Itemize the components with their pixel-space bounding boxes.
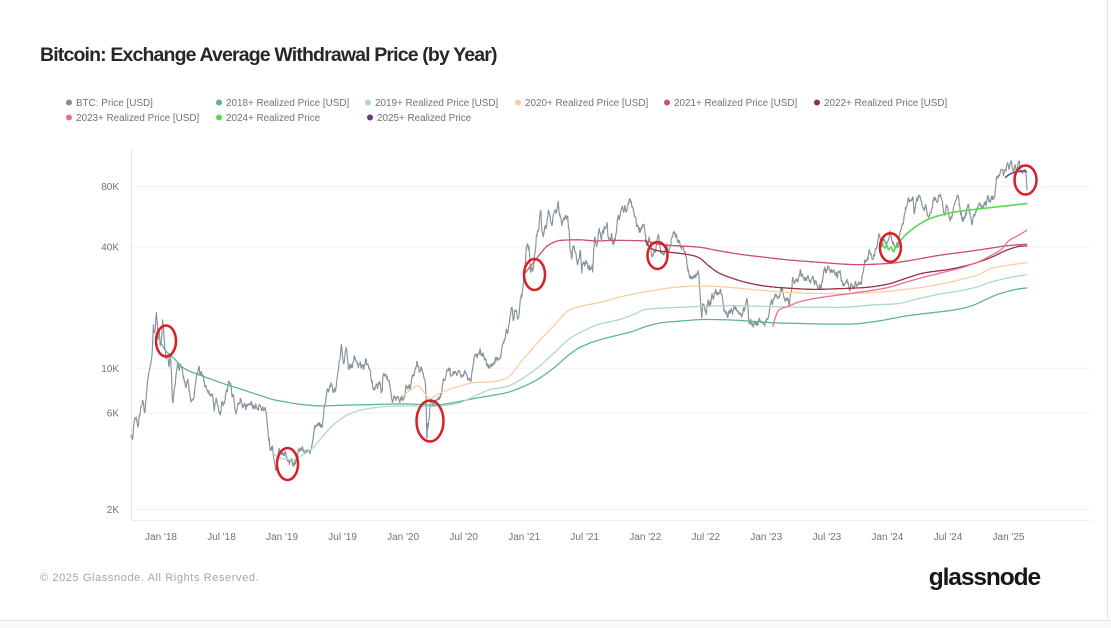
svg-text:Jul '24: Jul '24 <box>934 532 963 543</box>
svg-text:Jul '20: Jul '20 <box>449 532 478 543</box>
svg-text:Jan '20: Jan '20 <box>387 532 419 543</box>
svg-text:40K: 40K <box>101 243 119 254</box>
svg-text:Jul '21: Jul '21 <box>570 532 599 543</box>
svg-text:10K: 10K <box>101 364 119 375</box>
svg-text:Jan '23: Jan '23 <box>750 532 782 543</box>
svg-text:2023+ Realized Price [USD]: 2023+ Realized Price [USD] <box>76 113 199 124</box>
svg-text:2022+ Realized Price [USD]: 2022+ Realized Price [USD] <box>824 98 947 109</box>
svg-text:Jul '18: Jul '18 <box>207 532 236 543</box>
svg-text:Jan '22: Jan '22 <box>629 532 661 543</box>
svg-text:Bitcoin: Exchange Average With: Bitcoin: Exchange Average Withdrawal Pri… <box>40 44 497 66</box>
svg-text:2K: 2K <box>107 505 120 516</box>
svg-text:Jan '19: Jan '19 <box>266 532 298 543</box>
svg-text:2025+ Realized Price: 2025+ Realized Price <box>377 113 472 124</box>
svg-text:2020+ Realized Price [USD]: 2020+ Realized Price [USD] <box>525 98 648 109</box>
svg-text:BTC: Price [USD]: BTC: Price [USD] <box>76 98 153 109</box>
svg-text:Jul '23: Jul '23 <box>813 532 842 543</box>
svg-text:Jan '25: Jan '25 <box>993 532 1025 543</box>
svg-text:6K: 6K <box>107 409 120 420</box>
svg-text:2019+ Realized Price [USD]: 2019+ Realized Price [USD] <box>375 98 498 109</box>
svg-text:Jan '24: Jan '24 <box>871 532 903 543</box>
svg-text:80K: 80K <box>101 182 119 193</box>
svg-text:glassnode: glassnode <box>929 564 1041 591</box>
svg-text:2024+ Realized Price: 2024+ Realized Price <box>226 113 321 124</box>
svg-text:Jul '19: Jul '19 <box>328 532 357 543</box>
svg-text:2021+ Realized Price [USD]: 2021+ Realized Price [USD] <box>674 98 797 109</box>
svg-text:Jan '21: Jan '21 <box>508 532 540 543</box>
svg-text:© 2025 Glassnode. All Rights R: © 2025 Glassnode. All Rights Reserved. <box>40 572 259 584</box>
svg-text:2018+ Realized Price [USD]: 2018+ Realized Price [USD] <box>226 98 349 109</box>
svg-text:Jul '22: Jul '22 <box>692 532 721 543</box>
svg-text:Jan '18: Jan '18 <box>145 532 177 543</box>
